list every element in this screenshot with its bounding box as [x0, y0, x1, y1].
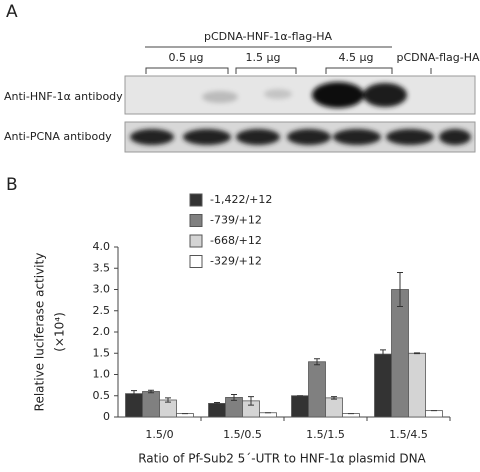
error-bar: [231, 393, 237, 401]
y-tick-label: 1.0: [93, 368, 111, 381]
bar: [259, 412, 277, 418]
x-tick-label: 1.5/0.5: [223, 428, 262, 441]
legend-swatch: [189, 214, 203, 227]
y-tick-label: 4.0: [93, 240, 111, 253]
error-bar: [414, 352, 420, 355]
blot-header: pCDNA-HNF-1α-flag-HA: [204, 30, 333, 43]
x-axis-label: Ratio of Pf-Sub2 5´-UTR to HNF-1α plasmi…: [138, 452, 426, 466]
bar: [342, 413, 360, 418]
bar: [425, 410, 443, 418]
bar: [142, 391, 160, 418]
x-tick-label: 1.5/4.5: [389, 428, 428, 441]
bands: [202, 82, 407, 108]
legend-label: -329/+12: [210, 255, 262, 268]
bar: [125, 393, 143, 418]
y-tick-label: 2.0: [93, 325, 111, 338]
dose-label: 1.5 µg: [246, 51, 281, 64]
error-bar: [131, 390, 137, 398]
legend-label: -739/+12: [210, 214, 262, 227]
legend-label: -668/+12: [210, 234, 262, 247]
y-axis-label: Relative luciferase activity: [33, 253, 47, 412]
error-bar: [314, 358, 320, 366]
error-bar: [165, 397, 171, 403]
y-axis-unit: (×10⁴): [53, 312, 67, 352]
panel-label: B: [6, 175, 18, 195]
panel-label: A: [6, 2, 18, 22]
dose-label: 4.5 µg: [339, 51, 374, 64]
error-bar: [148, 389, 154, 394]
error-bar: [214, 402, 220, 405]
control-label: pCDNA-flag-HA: [396, 51, 480, 64]
error-bar: [331, 396, 337, 400]
bar: [325, 397, 343, 418]
bar: [176, 413, 194, 418]
dose-label: 0.5 µg: [169, 51, 204, 64]
bar: [374, 353, 392, 418]
y-tick-label: 3.5: [93, 261, 111, 274]
legend-swatch: [189, 234, 203, 248]
error-bar: [397, 272, 403, 307]
error-bar: [248, 396, 254, 406]
y-tick-label: 0.5: [93, 389, 111, 402]
bar: [391, 289, 409, 418]
y-tick-label: 2.5: [93, 304, 111, 317]
row-label: Anti-HNF-1α antibody: [4, 90, 123, 103]
legend-label: -1,422/+12: [210, 193, 272, 206]
error-bar: [380, 349, 386, 359]
bar: [208, 402, 226, 418]
bar: [308, 361, 326, 418]
legend-swatch: [189, 255, 203, 268]
x-tick-label: 1.5/0: [145, 428, 173, 441]
bands: [130, 129, 471, 145]
blot: [124, 75, 476, 115]
bar: [291, 395, 309, 418]
y-tick-label: 3.0: [93, 283, 111, 296]
legend-swatch: [189, 193, 203, 207]
bar: [408, 352, 426, 418]
x-tick-label: 1.5/1.5: [306, 428, 345, 441]
y-tick-label: 0: [103, 410, 110, 423]
bracket: [145, 67, 432, 74]
row-label: Anti-PCNA antibody: [4, 130, 112, 143]
y-tick-label: 1.5: [93, 346, 111, 359]
